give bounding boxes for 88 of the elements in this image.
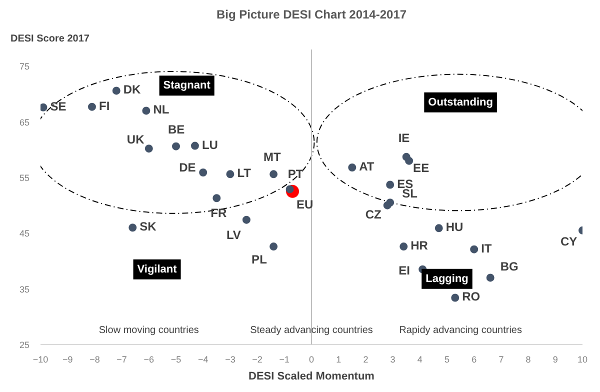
- series-label: IT: [481, 241, 492, 256]
- point: [451, 294, 460, 302]
- point: [348, 164, 356, 172]
- x-tick-label: 1: [336, 354, 342, 364]
- x-tick-label: −2: [252, 354, 262, 364]
- point: [190, 142, 199, 150]
- point: [142, 106, 150, 115]
- point: [270, 242, 278, 251]
- point: [434, 224, 443, 232]
- point: [88, 102, 96, 111]
- series-label: LV: [226, 228, 241, 242]
- series-label: EE: [413, 160, 430, 175]
- series-label: MT: [264, 150, 282, 164]
- y-tick-label: 65: [19, 117, 30, 128]
- series-label: PT: [288, 167, 304, 182]
- point: [212, 194, 221, 202]
- series-label: DE: [179, 160, 196, 175]
- series-label: IE: [398, 130, 410, 145]
- series-label: CY: [560, 234, 578, 248]
- annotation: Stagnant: [163, 80, 211, 92]
- series-label: BE: [168, 122, 185, 136]
- chart-title: Big Picture DESI Chart 2014-2017: [216, 8, 407, 22]
- point: [40, 103, 48, 112]
- x-tick-label: −10: [32, 354, 48, 364]
- point: [470, 245, 478, 254]
- series-label: PL: [252, 252, 267, 267]
- annotation: Steady advancing countries: [250, 325, 373, 336]
- y-tick-label: 75: [19, 62, 30, 72]
- x-tick-label: −6: [144, 354, 154, 364]
- x-tick-label: 2: [363, 354, 368, 364]
- x-tick-label: 5: [444, 354, 450, 364]
- series-label: FI: [98, 98, 110, 113]
- point: [144, 144, 153, 153]
- series-label: CZ: [365, 207, 382, 222]
- annotation: Vigilant: [137, 263, 178, 276]
- point: [383, 201, 392, 210]
- point: [199, 168, 208, 177]
- x-tick-label: 4: [417, 354, 422, 364]
- series-label: DK: [123, 82, 142, 97]
- x-tick-label: −4: [198, 354, 208, 364]
- series-label: RO: [462, 290, 480, 304]
- y-tick-label: 55: [19, 173, 30, 184]
- point: [226, 170, 234, 178]
- series-label: LT: [237, 166, 252, 180]
- point: [270, 170, 278, 178]
- series-label: SL: [402, 186, 418, 201]
- series-label: EI: [398, 263, 410, 278]
- series-label: HU: [446, 220, 464, 234]
- x-tick-label: −3: [225, 354, 236, 364]
- series-label: AT: [359, 160, 375, 174]
- point: [112, 86, 120, 95]
- annotation: Rapidy advancing countries: [399, 325, 522, 336]
- point: [486, 274, 494, 282]
- point: [172, 142, 180, 150]
- point: [400, 242, 408, 251]
- x-tick-label: 0: [308, 354, 314, 364]
- x-tick-label: 7: [498, 354, 504, 364]
- y-tick-label: 35: [19, 284, 30, 294]
- x-tick-label: 10: [577, 354, 588, 364]
- point: [128, 224, 137, 232]
- series-label: FR: [210, 206, 227, 220]
- x-tick-label: −7: [116, 354, 127, 364]
- annotation: Lagging: [426, 272, 468, 285]
- series-label: SE: [50, 99, 66, 114]
- annotation: Outstanding: [428, 96, 493, 108]
- annotation: Slow moving countries: [98, 325, 199, 336]
- series-label: SK: [140, 220, 157, 234]
- x-tick-label: −9: [62, 354, 73, 364]
- series-label: UK: [126, 132, 145, 147]
- x-tick-label: 6: [472, 354, 477, 364]
- series-label: NL: [153, 102, 170, 117]
- point: [386, 180, 394, 189]
- point: [405, 156, 414, 165]
- x-tick-label: 3: [390, 354, 396, 364]
- x-tick-label: −8: [90, 354, 100, 364]
- y-tick-label: 25: [19, 340, 30, 350]
- y-axis-title: DESI Score 2017: [10, 34, 90, 44]
- x-tick-label: −5: [170, 354, 182, 364]
- x-tick-label: 8: [526, 354, 531, 364]
- series-label: BG: [500, 260, 518, 274]
- x-tick-label: 9: [552, 354, 558, 364]
- x-axis-title: DESI Scaled Momentum: [248, 370, 375, 382]
- y-tick-label: 45: [19, 228, 30, 239]
- series-label: HR: [410, 238, 428, 253]
- x-tick-label: −1: [279, 354, 290, 364]
- point: [242, 216, 250, 224]
- series-label: EU: [296, 197, 314, 212]
- series-label: LU: [202, 138, 218, 152]
